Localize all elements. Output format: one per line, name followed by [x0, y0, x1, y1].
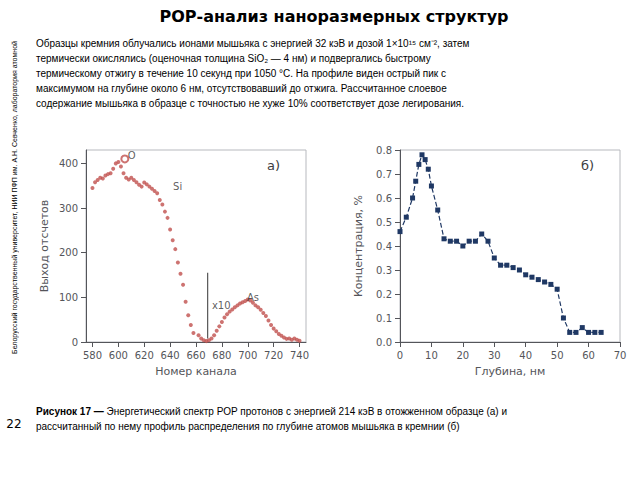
svg-text:50: 50	[551, 350, 564, 361]
svg-text:0.2: 0.2	[376, 289, 392, 300]
svg-text:300: 300	[59, 203, 78, 214]
svg-text:700: 700	[238, 350, 257, 361]
svg-text:40: 40	[519, 350, 532, 361]
svg-text:10: 10	[425, 350, 438, 361]
svg-text:30: 30	[488, 350, 501, 361]
html-text:РОР-анализ наноразмерных струк: РОР-анализ наноразмерных структур	[159, 7, 509, 26]
svg-text:Номер канала: Номер канала	[155, 365, 237, 378]
svg-text:O: O	[128, 150, 136, 161]
svg-text:680: 680	[212, 350, 231, 361]
svg-text:660: 660	[186, 350, 205, 361]
html-text:термически окислялись (оценочн: термически окислялись (оценочная толщина…	[36, 53, 431, 64]
html-text:максимумом на глубине около 6: максимумом на глубине около 6 нм, отсутс…	[36, 83, 447, 94]
svg-text:620: 620	[135, 350, 154, 361]
svg-text:Si: Si	[173, 181, 182, 192]
html-text:термическому отжигу в течение: термическому отжигу в течение 10 секунд …	[36, 68, 446, 79]
svg-text:б): б)	[581, 158, 594, 173]
svg-text:а): а)	[267, 158, 280, 173]
svg-text:0.3: 0.3	[376, 265, 392, 276]
svg-text:0: 0	[72, 337, 78, 348]
svg-text:0.5: 0.5	[376, 217, 392, 228]
svg-text:0.0: 0.0	[376, 337, 392, 348]
svg-text:0.1: 0.1	[376, 313, 392, 324]
svg-text:70: 70	[614, 350, 627, 361]
svg-text:As: As	[247, 292, 259, 303]
svg-text:0.7: 0.7	[376, 169, 392, 180]
svg-text:640: 640	[161, 350, 180, 361]
svg-text:580: 580	[83, 350, 102, 361]
svg-text:0.4: 0.4	[376, 241, 392, 252]
svg-text:600: 600	[109, 350, 128, 361]
html-text:содержание мышьяка в образце с: содержание мышьяка в образце с точностью…	[36, 98, 464, 109]
svg-text:0.6: 0.6	[376, 193, 392, 204]
svg-text:100: 100	[59, 292, 78, 303]
html-text:Образцы кремния облучались ион: Образцы кремния облучались ионами мышьяк…	[36, 38, 470, 49]
svg-text:0.8: 0.8	[376, 145, 392, 156]
svg-text:60: 60	[582, 350, 595, 361]
svg-text:0: 0	[397, 350, 403, 361]
svg-text:x10: x10	[212, 300, 231, 311]
svg-text:400: 400	[59, 158, 78, 169]
svg-text:740: 740	[290, 350, 309, 361]
html-text:22: 22	[6, 417, 22, 431]
html-text:Рисунок 17 — Энергетический сп: Рисунок 17 — Энергетический спектр РОР п…	[36, 406, 508, 432]
svg-text:200: 200	[59, 247, 78, 258]
html-text:Белорусский государственный ун: Белорусский государственный университет,…	[10, 41, 18, 354]
svg-text:720: 720	[264, 350, 283, 361]
svg-text:Выход отсчетов: Выход отсчетов	[38, 200, 51, 293]
svg-text:20: 20	[456, 350, 469, 361]
svg-text:Концентрация, %: Концентрация, %	[352, 195, 365, 297]
svg-text:Глубина, нм: Глубина, нм	[475, 365, 546, 378]
